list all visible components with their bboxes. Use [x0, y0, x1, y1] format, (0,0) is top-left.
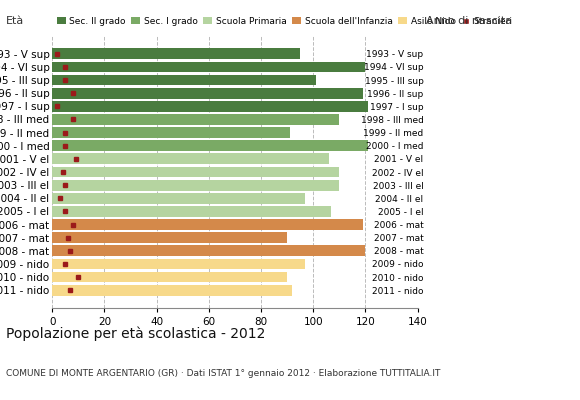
Bar	[52, 193, 305, 204]
Text: COMUNE DI MONTE ARGENTARIO (GR) · Dati ISTAT 1° gennaio 2012 · Elaborazione TUTT: COMUNE DI MONTE ARGENTARIO (GR) · Dati I…	[6, 369, 440, 378]
Bar	[52, 127, 289, 138]
Bar	[52, 62, 365, 72]
Bar	[52, 140, 368, 151]
Bar	[52, 285, 292, 296]
Text: Popolazione per età scolastica - 2012: Popolazione per età scolastica - 2012	[6, 326, 265, 341]
Bar	[52, 167, 339, 177]
Legend: Sec. II grado, Sec. I grado, Scuola Primaria, Scuola dell'Infanzia, Asilo Nido, : Sec. II grado, Sec. I grado, Scuola Prim…	[57, 17, 513, 26]
Bar	[52, 114, 339, 125]
Bar	[52, 48, 300, 59]
Bar	[52, 258, 305, 269]
Bar	[52, 206, 331, 217]
Bar	[52, 75, 316, 86]
Bar	[52, 88, 363, 98]
Bar	[52, 272, 287, 282]
Bar	[52, 180, 339, 190]
Bar	[52, 246, 365, 256]
Bar	[52, 101, 368, 112]
Bar	[52, 154, 329, 164]
Text: Anno di nascita: Anno di nascita	[426, 16, 512, 26]
Bar	[52, 232, 287, 243]
Bar	[52, 219, 363, 230]
Text: Età: Età	[6, 16, 24, 26]
